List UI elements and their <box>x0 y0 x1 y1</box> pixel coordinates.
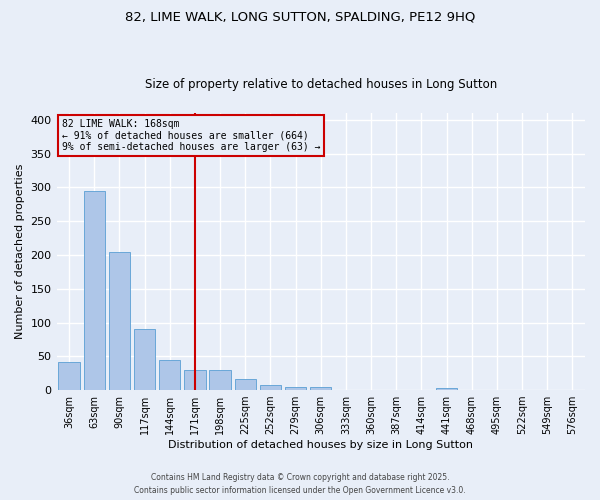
Y-axis label: Number of detached properties: Number of detached properties <box>15 164 25 339</box>
Bar <box>58 362 80 390</box>
Bar <box>134 330 155 390</box>
Bar <box>209 370 231 390</box>
Bar <box>184 370 206 390</box>
Bar <box>285 388 307 390</box>
Title: Size of property relative to detached houses in Long Sutton: Size of property relative to detached ho… <box>145 78 497 91</box>
Bar <box>159 360 181 390</box>
Text: 82 LIME WALK: 168sqm
← 91% of detached houses are smaller (664)
9% of semi-detac: 82 LIME WALK: 168sqm ← 91% of detached h… <box>62 118 320 152</box>
Text: 82, LIME WALK, LONG SUTTON, SPALDING, PE12 9HQ: 82, LIME WALK, LONG SUTTON, SPALDING, PE… <box>125 10 475 23</box>
Text: Contains HM Land Registry data © Crown copyright and database right 2025.
Contai: Contains HM Land Registry data © Crown c… <box>134 474 466 495</box>
Bar <box>436 388 457 390</box>
Bar <box>235 380 256 390</box>
X-axis label: Distribution of detached houses by size in Long Sutton: Distribution of detached houses by size … <box>168 440 473 450</box>
Bar <box>109 252 130 390</box>
Bar <box>83 192 105 390</box>
Bar <box>310 388 331 390</box>
Bar <box>260 384 281 390</box>
